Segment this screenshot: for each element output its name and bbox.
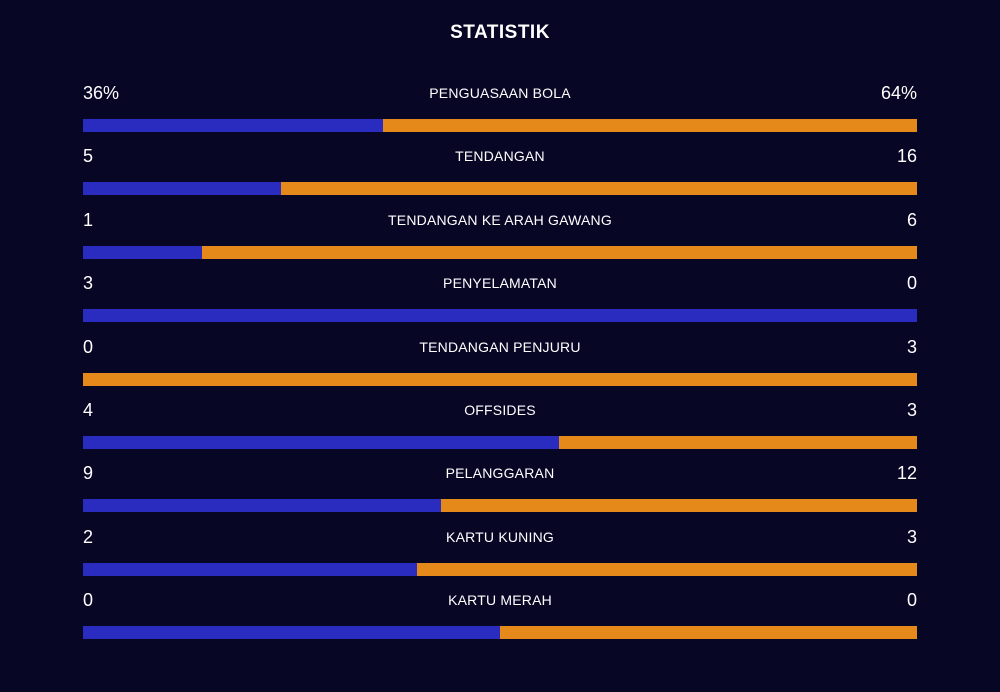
away-value: 3: [906, 526, 917, 547]
stat-row-penyelamatan: 3 PENYELAMATAN 0: [83, 268, 917, 331]
stat-label: PENYELAMATAN: [443, 275, 557, 292]
home-bar-segment: [83, 626, 500, 640]
away-value: 0: [906, 273, 917, 294]
stat-row-offsides: 4 OFFSIDES 3: [83, 395, 917, 458]
home-value: 9: [83, 463, 94, 484]
away-value: 16: [896, 146, 917, 167]
away-bar-segment: [416, 562, 917, 576]
home-bar-segment: [83, 119, 384, 132]
stat-bar: [83, 309, 917, 323]
stat-row-kartu-merah: 0 KARTU MERAH 0: [83, 585, 917, 648]
stat-row-penguasaan-bola: 36% PENGUASAAN BOLA 64%: [83, 78, 917, 141]
home-bar-segment: [83, 182, 282, 196]
stat-bar: [83, 119, 917, 132]
home-value: 36%: [83, 83, 120, 103]
home-value: 1: [83, 209, 94, 230]
stat-bar: [83, 499, 917, 513]
stat-label: OFFSIDES: [464, 401, 536, 418]
home-value: 4: [83, 399, 94, 420]
away-bar-segment: [383, 119, 917, 132]
home-value: 3: [83, 273, 94, 294]
away-value: 0: [906, 590, 917, 611]
stat-bar: [83, 435, 917, 449]
away-value: 12: [896, 463, 917, 484]
stat-bar: [83, 562, 917, 576]
home-bar-segment: [83, 499, 441, 513]
stats-list: 36% PENGUASAAN BOLA 64% 5 TENDANGAN 16 1…: [83, 78, 917, 649]
away-bar-segment: [202, 245, 917, 259]
home-bar-segment: [83, 245, 203, 259]
stat-label: TENDANGAN PENJURU: [419, 338, 581, 355]
stat-label: KARTU KUNING: [446, 528, 554, 545]
away-bar-segment: [281, 182, 917, 196]
stat-bar: [83, 182, 917, 196]
stat-row-kartu-kuning: 2 KARTU KUNING 3: [83, 522, 917, 585]
stat-label: PELANGGARAN: [445, 465, 555, 482]
stat-bar: [83, 245, 917, 259]
stat-row-tendangan-ke-arah-gawang: 1 TENDANGAN KE ARAH GAWANG 6: [83, 205, 917, 268]
away-bar-segment: [440, 499, 917, 513]
stat-row-pelanggaran: 9 PELANGGARAN 12: [83, 458, 917, 521]
home-bar-segment: [83, 435, 560, 449]
away-value: 6: [906, 209, 917, 230]
away-value: 3: [906, 399, 917, 420]
stat-row-tendangan: 5 TENDANGAN 16: [83, 141, 917, 204]
home-bar-segment: [83, 562, 417, 576]
home-value: 0: [83, 590, 94, 611]
page-title: STATISTIK: [450, 22, 550, 43]
away-value: 64%: [880, 83, 917, 103]
home-value: 5: [83, 146, 94, 167]
home-value: 0: [83, 336, 94, 357]
stat-bar: [83, 372, 917, 386]
stat-bar: [83, 626, 917, 640]
home-value: 2: [83, 526, 94, 547]
stat-label: TENDANGAN KE ARAH GAWANG: [388, 211, 612, 228]
away-bar-segment: [559, 435, 917, 449]
away-bar-segment: [83, 372, 917, 386]
away-value: 3: [906, 336, 917, 357]
stat-label: PENGUASAAN BOLA: [429, 85, 571, 101]
stat-label: TENDANGAN: [455, 148, 545, 165]
home-bar-segment: [83, 309, 917, 323]
stat-label: KARTU MERAH: [448, 592, 552, 609]
away-bar-segment: [500, 626, 917, 640]
stat-row-tendangan-penjuru: 0 TENDANGAN PENJURU 3: [83, 332, 917, 395]
